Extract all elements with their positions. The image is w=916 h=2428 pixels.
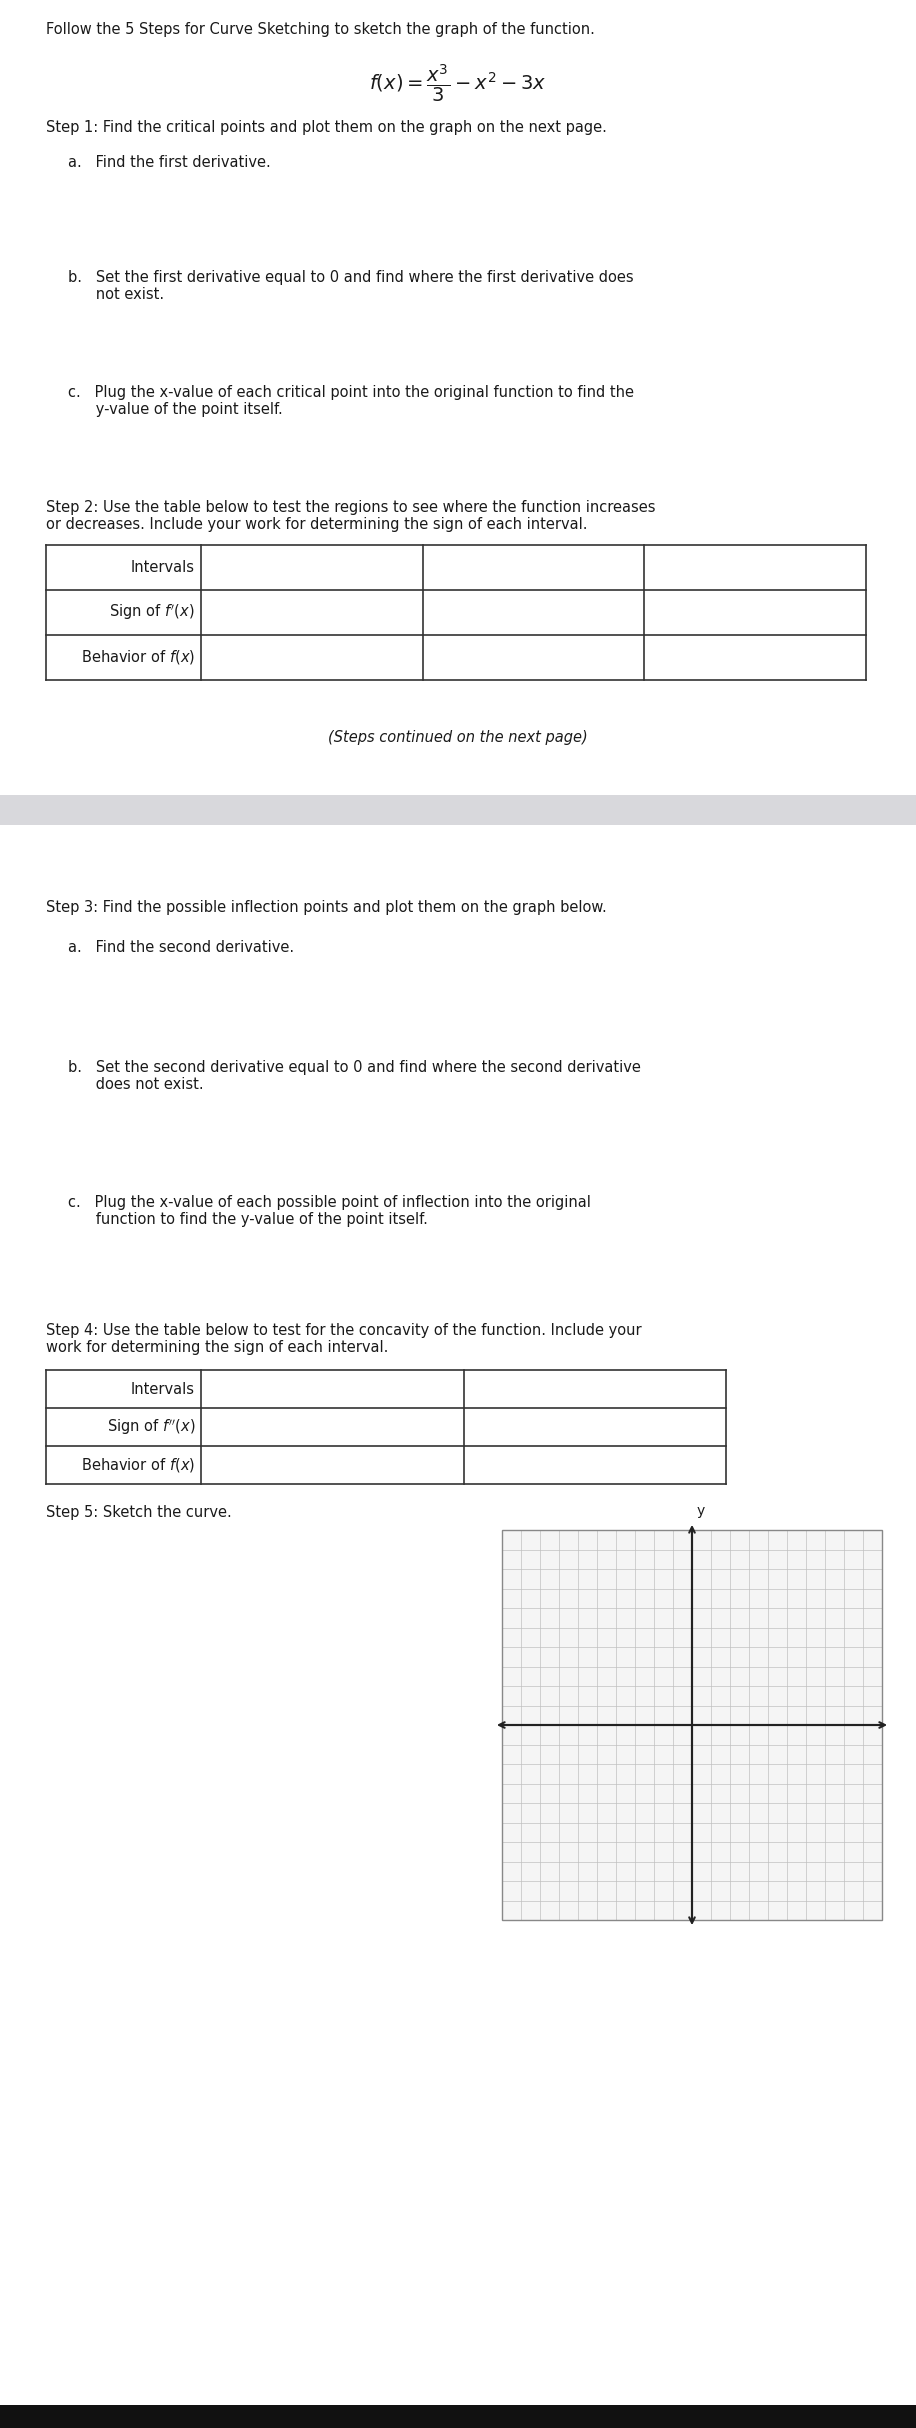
Text: Step 1: Find the critical points and plot them on the graph on the next page.: Step 1: Find the critical points and plo… [46, 119, 607, 136]
Text: Intervals: Intervals [131, 1382, 195, 1396]
Text: Sign of $f''(x)$: Sign of $f''(x)$ [106, 1418, 195, 1437]
Text: Step 5: Sketch the curve.: Step 5: Sketch the curve. [46, 1505, 232, 1520]
Text: Step 4: Use the table below to test for the concavity of the function. Include y: Step 4: Use the table below to test for … [46, 1323, 641, 1355]
Text: y: y [697, 1503, 705, 1518]
Bar [0, 2406, 916, 2428]
Text: Step 2: Use the table below to test the regions to see where the function increa: Step 2: Use the table below to test the … [46, 500, 656, 532]
Text: Sign of $f'(x)$: Sign of $f'(x)$ [109, 602, 195, 622]
Text: Step 3: Find the possible inflection points and plot them on the graph below.: Step 3: Find the possible inflection poi… [46, 901, 606, 915]
Text: b.   Set the second derivative equal to 0 and find where the second derivative
 : b. Set the second derivative equal to 0 … [68, 1061, 641, 1093]
Bar [502, 1530, 882, 1921]
Text: a.   Find the first derivative.: a. Find the first derivative. [68, 155, 271, 170]
Text: b.   Set the first derivative equal to 0 and find where the first derivative doe: b. Set the first derivative equal to 0 a… [68, 270, 634, 304]
Text: Behavior of $f(x)$: Behavior of $f(x)$ [81, 648, 195, 668]
Text: Follow the 5 Steps for Curve Sketching to sketch the graph of the function.: Follow the 5 Steps for Curve Sketching t… [46, 22, 594, 36]
Text: a.   Find the second derivative.: a. Find the second derivative. [68, 940, 294, 954]
Text: Intervals: Intervals [131, 561, 195, 575]
Text: c.   Plug the x-value of each critical point into the original function to find : c. Plug the x-value of each critical poi… [68, 386, 634, 418]
Text: Behavior of $f(x)$: Behavior of $f(x)$ [81, 1457, 195, 1474]
Text: c.   Plug the x-value of each possible point of inflection into the original
   : c. Plug the x-value of each possible poi… [68, 1195, 591, 1229]
Text: $f(x) = \dfrac{x^3}{3} - x^2 - 3x$: $f(x) = \dfrac{x^3}{3} - x^2 - 3x$ [369, 63, 547, 104]
Bar [0, 794, 916, 826]
Bar [502, 1530, 882, 1921]
Text: (Steps continued on the next page): (Steps continued on the next page) [328, 731, 588, 745]
